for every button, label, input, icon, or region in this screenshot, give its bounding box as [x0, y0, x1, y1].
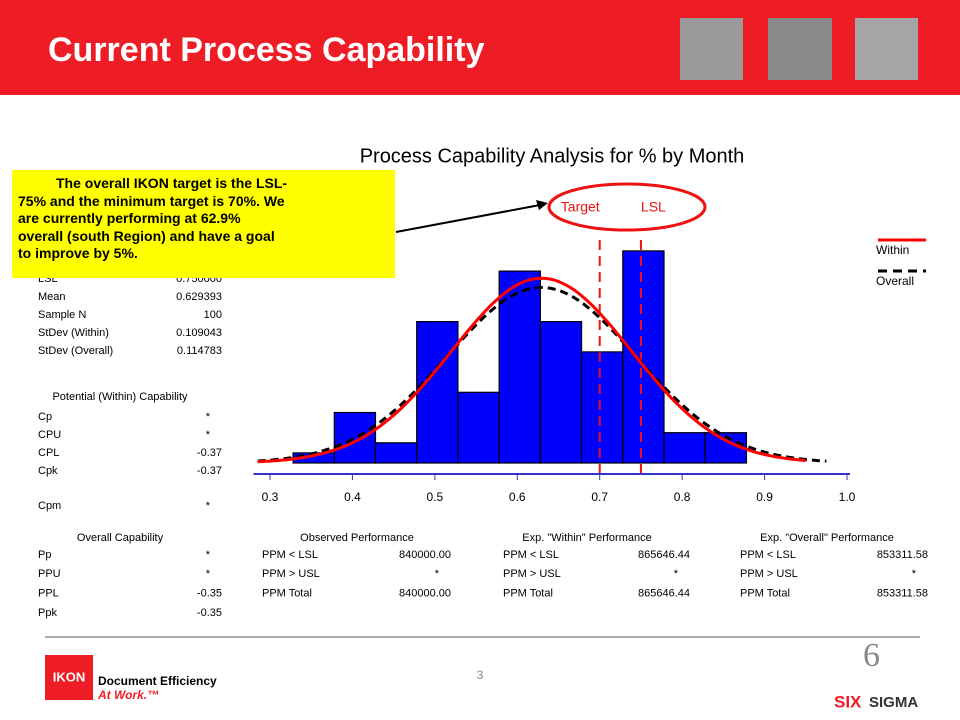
bar	[539, 321, 583, 464]
x-tick-label: 0.3	[262, 490, 279, 504]
row-label: Cpk	[38, 465, 58, 477]
callout-line: The overall IKON target is the LSL-	[56, 175, 288, 191]
table-title: Potential (Within) Capability	[52, 391, 188, 403]
chart-title: Process Capability Analysis for % by Mon…	[360, 145, 745, 167]
row-value: -0.35	[197, 607, 222, 619]
row-value: 840000.00	[399, 588, 451, 600]
row-label: Sample N	[38, 309, 86, 321]
row-label: Ppk	[38, 607, 57, 619]
bar	[663, 432, 706, 464]
histogram: Target LSL 0.3 0.4 0.5 0.6 0.7 0.8 0.9 1.0	[253, 199, 856, 504]
row-value: 0.109043	[176, 327, 222, 339]
row-label: PPL	[38, 588, 59, 600]
row-value: *	[206, 549, 211, 561]
x-tick-label: 1.0	[839, 490, 856, 504]
row-value: 840000.00	[399, 549, 451, 561]
row-value: *	[206, 500, 211, 512]
callout-line: overall (south Region) and have a goal	[18, 227, 275, 244]
photo	[855, 18, 918, 80]
row-label: Cpm	[38, 500, 61, 512]
reference-label: Target	[561, 199, 600, 215]
page-number: 3	[477, 668, 484, 682]
bar	[498, 270, 541, 464]
row-value: *	[674, 568, 679, 580]
table-title: Observed Performance	[300, 532, 414, 544]
sigma-text: SIGMA	[869, 694, 918, 711]
row-label: StDev (Within)	[38, 327, 109, 339]
x-tick-label: 0.8	[674, 490, 691, 504]
six-text: SIX	[834, 692, 862, 711]
row-label: PPM < LSL	[262, 549, 318, 561]
table-title: Exp. "Overall" Performance	[760, 532, 894, 544]
logo-text: IKON	[53, 669, 86, 684]
row-label: CPU	[38, 429, 61, 441]
callout-line: 75% and the minimum target is 70%. We	[18, 192, 285, 209]
row-label: Mean	[38, 291, 66, 303]
row-value: *	[206, 429, 211, 441]
row-label: PPM Total	[262, 588, 312, 600]
photo	[680, 18, 743, 80]
logo-box	[45, 655, 93, 700]
bar	[457, 391, 500, 464]
row-label: PPM > USL	[740, 568, 798, 580]
callout: The overall IKON target is the LSL- 75% a…	[12, 170, 395, 278]
x-tick-label: 0.7	[591, 490, 608, 504]
tagline: Document Efficiency	[98, 674, 217, 688]
highlight-ellipse	[547, 182, 707, 232]
bar	[580, 351, 624, 464]
row-label: PPM > USL	[503, 568, 561, 580]
row-value: -0.37	[197, 447, 222, 459]
photo	[768, 18, 832, 80]
row-label: PPM Total	[503, 588, 553, 600]
reference-label: LSL	[641, 199, 666, 215]
table-title: Exp. "Within" Performance	[522, 532, 651, 544]
row-value: 853311.58	[877, 588, 928, 600]
sigma-mark: 6	[863, 637, 880, 674]
bar	[622, 250, 665, 464]
row-value: 865646.44	[638, 588, 690, 600]
row-label: PPU	[38, 568, 61, 580]
row-label: PPM < LSL	[503, 549, 559, 561]
row-value: 0.629393	[176, 291, 222, 303]
callout-arrow	[395, 204, 541, 233]
row-value: *	[912, 568, 917, 580]
row-label: PPM < LSL	[740, 549, 796, 561]
row-value: *	[206, 568, 211, 580]
fit-curve	[257, 276, 806, 464]
x-tick-label: 0.5	[427, 490, 444, 504]
x-tick-label: 0.9	[756, 490, 773, 504]
row-value: *	[435, 568, 440, 580]
row-value: 865646.44	[638, 549, 690, 561]
legend-label: Overall	[876, 274, 914, 288]
slide-title: Current Process Capability	[48, 31, 485, 69]
callout-line: are currently performing at 62.9%	[18, 210, 241, 226]
fit-curve	[257, 285, 827, 463]
table-title: Overall Capability	[77, 532, 164, 544]
row-label: StDev (Overall)	[38, 345, 113, 357]
row-label: PPM > USL	[262, 568, 320, 580]
row-value: 853311.58	[877, 549, 928, 561]
tagline: At Work.™	[97, 688, 159, 702]
bar	[333, 411, 377, 464]
row-value: 0.114783	[177, 345, 222, 357]
x-tick-label: 0.4	[344, 490, 361, 504]
row-label: Cp	[38, 411, 52, 423]
arrow-head	[536, 200, 548, 210]
row-value: *	[206, 411, 211, 423]
row-label: Pp	[38, 549, 51, 561]
row-value: 100	[204, 309, 222, 321]
bar	[416, 321, 459, 464]
bar	[374, 442, 418, 464]
legend-label: Within	[876, 243, 909, 257]
callout-line: to improve by 5%.	[18, 245, 138, 261]
row-label: PPM Total	[740, 588, 790, 600]
x-tick-label: 0.6	[509, 490, 526, 504]
row-value: -0.37	[197, 465, 222, 477]
row-value: -0.35	[197, 588, 222, 600]
row-label: CPL	[38, 447, 59, 459]
